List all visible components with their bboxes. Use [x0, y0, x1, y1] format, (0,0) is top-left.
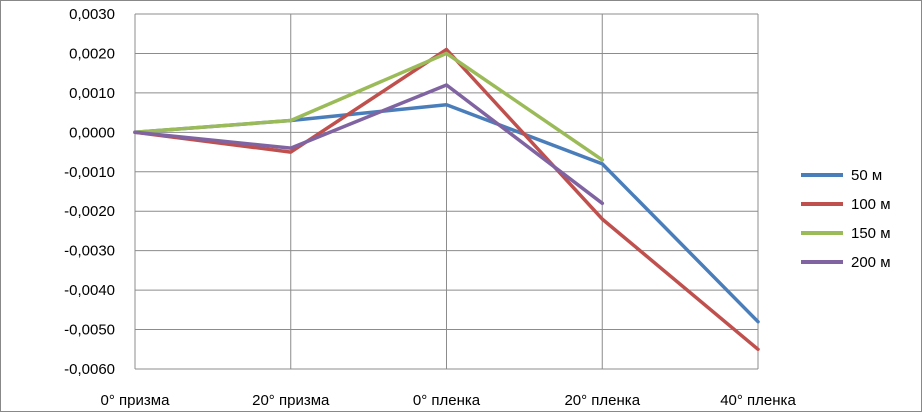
- legend-label: 150 м: [851, 225, 891, 242]
- y-tick-label: -0,0060: [64, 361, 115, 378]
- y-tick-label: -0,0040: [64, 282, 115, 299]
- gridlines: [134, 13, 759, 370]
- legend-label: 200 м: [851, 254, 891, 271]
- series-lines: [133, 47, 760, 352]
- y-tick-label: 0,0010: [69, 85, 115, 102]
- y-tick-label: -0,0010: [64, 164, 115, 181]
- legend: 50 м 100 м 150 м 200 м: [801, 167, 891, 271]
- y-tick-label: 0,0030: [69, 6, 115, 23]
- x-axis-tick-labels: 0° призма 20° призма 0° пленка 20° пленка 40…: [101, 392, 797, 409]
- y-axis-tick-labels: 0,0030 0,0020 0,0010 0,0000 -0,0010 -0,0020 -0…: [64, 6, 115, 378]
- series-line-200-м: [133, 83, 605, 206]
- series-line-150-м: [133, 51, 605, 162]
- series-line-100-м: [133, 47, 760, 352]
- legend-label: 50 м: [851, 167, 882, 184]
- axes: [134, 14, 758, 370]
- legend-label: 100 м: [851, 196, 891, 213]
- x-tick-label: 20° призма: [252, 392, 330, 409]
- x-tick-label: 20° пленка: [564, 392, 640, 409]
- y-tick-label: 0,0000: [69, 124, 115, 141]
- y-tick-label: -0,0050: [64, 322, 115, 339]
- x-tick-label: 0° пленка: [413, 392, 481, 409]
- y-tick-label: 0,0020: [69, 45, 115, 62]
- x-tick-label: 0° призма: [101, 392, 171, 409]
- y-tick-label: -0,0030: [64, 243, 115, 260]
- x-tick-label: 40° пленка: [720, 392, 796, 409]
- y-tick-label: -0,0020: [64, 203, 115, 220]
